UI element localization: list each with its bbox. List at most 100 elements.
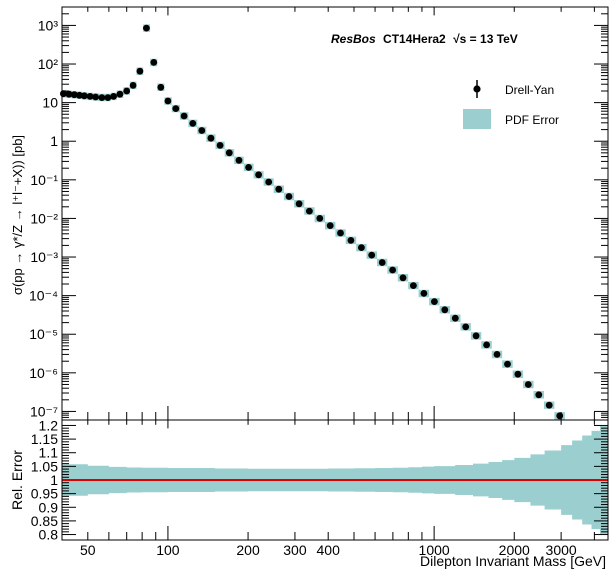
ratio-y-tick-label: 1.05 xyxy=(31,458,58,474)
drell-yan-point xyxy=(347,237,355,244)
ratio-y-axis-label: Rel. Error xyxy=(9,450,25,510)
drell-yan-point xyxy=(514,370,522,378)
drell-yan-point xyxy=(164,97,172,105)
x-tick-label: 50 xyxy=(80,542,96,558)
main-y-tick-label: 10⁻¹ xyxy=(30,172,58,188)
ratio-y-tick-label: 0.8 xyxy=(39,527,59,543)
drell-yan-point xyxy=(368,251,376,259)
drell-yan-point xyxy=(441,306,449,314)
x-tick-label: 1000 xyxy=(419,542,450,558)
main-y-axis-ticks xyxy=(62,6,608,421)
drell-yan-point xyxy=(157,83,165,91)
drell-yan-point xyxy=(92,93,99,101)
main-y-tick-label: 10⁻⁴ xyxy=(29,288,58,304)
drell-yan-point xyxy=(225,149,233,157)
main-y-tick-label: 10⁻³ xyxy=(30,249,58,265)
drell-yan-point xyxy=(76,91,83,99)
main-y-tick-label: 10 xyxy=(42,95,58,111)
legend-pdf-error-swatch xyxy=(463,109,491,129)
main-y-tick-labels: 10⁻⁷ 10⁻⁶ 10⁻⁵ 10⁻⁴ 10⁻³ 10⁻² 10⁻¹ 1 10 10² 10³ xyxy=(29,17,58,419)
drell-yan-point xyxy=(235,156,243,164)
main-y-tick-label: 1 xyxy=(50,133,58,149)
drell-yan-point xyxy=(358,244,365,252)
main-y-tick-label: 10⁻² xyxy=(30,210,58,226)
ratio-y-tick-label: 0.95 xyxy=(31,486,58,502)
legend-drell-yan-label: Drell-Yan xyxy=(505,83,554,97)
x-tick-label: 2000 xyxy=(499,542,530,558)
drell-yan-point xyxy=(80,92,88,100)
drell-yan-point xyxy=(70,91,78,99)
drell-yan-point xyxy=(285,193,293,200)
x-tick-label: 100 xyxy=(156,542,180,558)
drell-yan-point xyxy=(172,105,180,112)
chart-title: ResBos CT14Hera2 √s = 13 TeV xyxy=(331,32,518,46)
drell-yan-point xyxy=(378,259,386,266)
drell-yan-point xyxy=(420,290,428,297)
main-plot-panel: 10⁻⁷ 10⁻⁶ 10⁻⁵ 10⁻⁴ 10⁻³ 10⁻² 10⁻¹ 1 10 10² 10³ Re… xyxy=(10,6,609,421)
drell-yan-point xyxy=(116,90,124,98)
drell-yan-point xyxy=(483,341,490,349)
drell-yan-point xyxy=(389,266,396,274)
drell-yan-point xyxy=(431,298,438,305)
drell-yan-point xyxy=(207,134,215,142)
x-tick-label: 400 xyxy=(317,542,341,558)
main-y-tick-label: 10⁻⁶ xyxy=(29,365,58,381)
ratio-x-axis-ticks xyxy=(61,420,595,540)
x-axis-label: Dilepton Invariant Mass [GeV] xyxy=(420,553,606,569)
title-energy: √s = 13 TeV xyxy=(453,32,518,46)
drell-yan-point xyxy=(399,274,407,282)
drell-yan-point xyxy=(143,24,150,32)
drell-yan-point xyxy=(337,229,344,237)
drell-yan-point xyxy=(472,332,480,340)
legend-item-pdf-error: PDF Error xyxy=(463,109,559,129)
drell-yan-point xyxy=(410,282,417,289)
drell-yan-point xyxy=(65,90,73,98)
drell-yan-points xyxy=(60,24,564,420)
ratio-plot-border xyxy=(61,419,609,541)
main-y-axis-label: σ(pp → γ*/Z → l⁺l⁻+X)) [pb] xyxy=(10,135,25,295)
drell-yan-point xyxy=(493,351,501,358)
drell-yan-point xyxy=(462,323,470,331)
legend-item-drell-yan: Drell-Yan xyxy=(473,80,554,98)
drell-yan-point xyxy=(295,200,303,208)
drell-yan-point xyxy=(180,112,188,120)
drell-yan-point xyxy=(129,82,137,89)
drell-yan-point xyxy=(316,215,324,222)
drell-yan-point xyxy=(535,391,543,399)
main-y-tick-label: 10² xyxy=(38,56,59,72)
ratio-y-tick-label: 0.9 xyxy=(39,499,59,515)
main-y-tick-label: 10⁻⁷ xyxy=(30,403,58,419)
x-tick-label: 300 xyxy=(283,542,307,558)
drell-yan-point xyxy=(189,120,197,127)
drell-yan-point xyxy=(451,314,459,322)
drell-yan-point xyxy=(326,222,334,230)
title-rest: CT14Hera2 xyxy=(383,32,446,46)
legend-drell-yan-marker xyxy=(473,85,481,93)
drell-yan-point xyxy=(198,127,206,134)
drell-yan-point xyxy=(556,412,564,420)
pdf-error-band-path xyxy=(62,24,608,421)
drell-yan-point xyxy=(265,178,273,186)
drell-yan-point xyxy=(98,94,106,101)
main-plot-frame xyxy=(62,7,608,420)
drell-yan-point xyxy=(110,93,117,100)
ratio-y-tick-label: 0.85 xyxy=(31,513,58,529)
drell-yan-point xyxy=(136,67,144,75)
drell-yan-point xyxy=(545,401,553,409)
drell-yan-point xyxy=(86,93,94,100)
drell-yan-point xyxy=(306,207,313,215)
drell-yan-point xyxy=(216,142,224,149)
main-x-axis-ticks xyxy=(61,7,595,420)
main-y-tick-label: 10⁻⁵ xyxy=(29,326,58,342)
drell-yan-point xyxy=(504,360,511,368)
x-tick-label: 200 xyxy=(236,542,260,558)
legend-pdf-error-label: PDF Error xyxy=(505,113,559,127)
drell-yan-point xyxy=(150,59,158,66)
pdf-error-band xyxy=(62,24,608,421)
drell-yan-point xyxy=(245,164,253,171)
legend: Drell-Yan PDF Error xyxy=(463,80,559,129)
x-tick-labels: 50 100 200 300 400 1000 2000 3000 xyxy=(80,542,577,558)
